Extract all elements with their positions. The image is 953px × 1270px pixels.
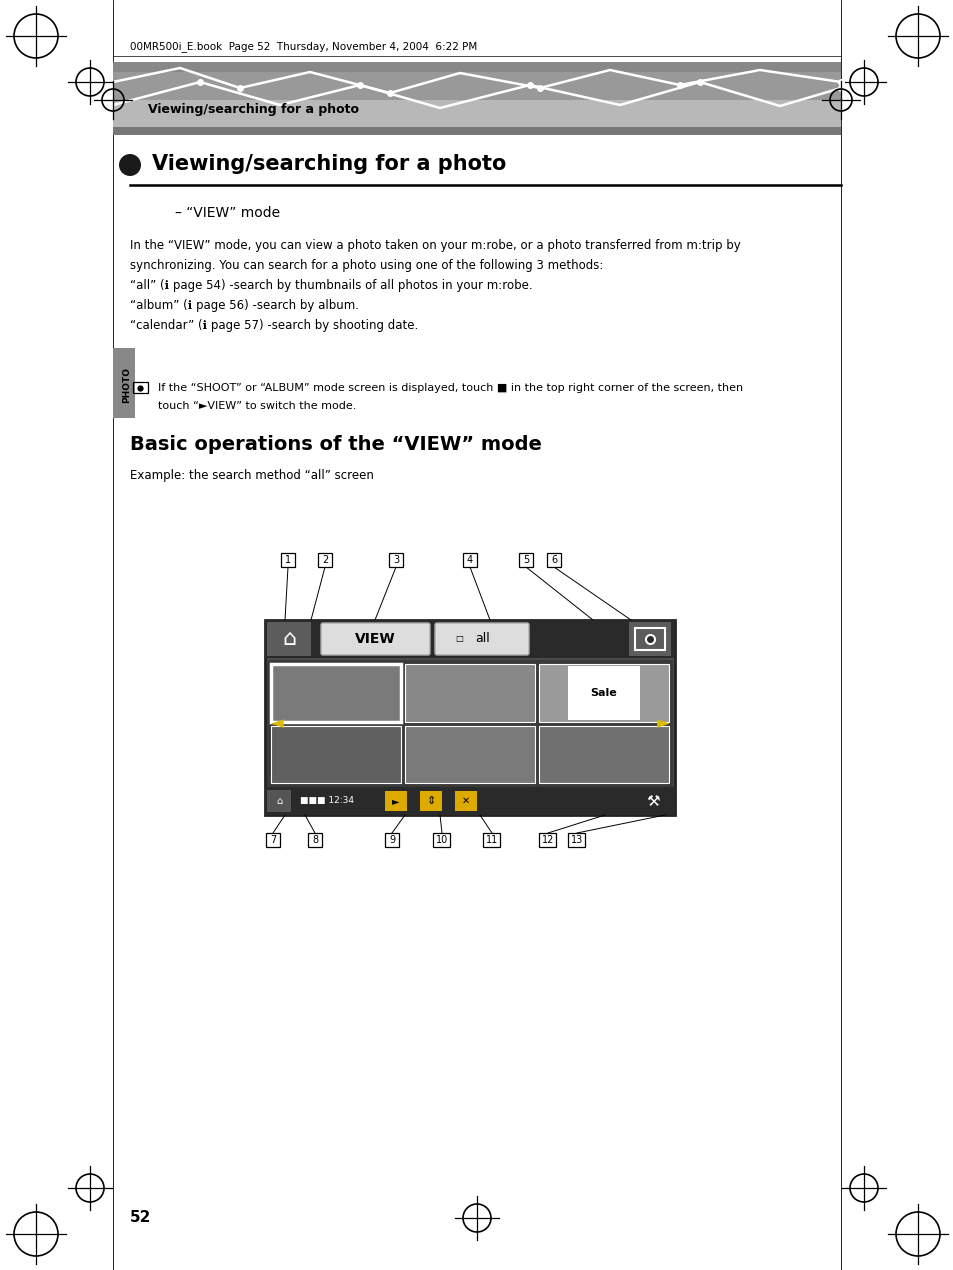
Text: 9: 9: [389, 834, 395, 845]
Bar: [385, 791, 407, 812]
Text: 10: 10: [436, 834, 448, 845]
FancyBboxPatch shape: [568, 833, 585, 847]
FancyBboxPatch shape: [539, 833, 556, 847]
Bar: [405, 664, 535, 721]
Text: ◄: ◄: [271, 715, 283, 733]
Text: Sale: Sale: [590, 688, 617, 697]
Text: 2: 2: [321, 555, 328, 565]
FancyBboxPatch shape: [308, 833, 322, 847]
Circle shape: [119, 154, 141, 177]
Text: VIEW: VIEW: [355, 632, 395, 646]
Text: Example: the search method “all” screen: Example: the search method “all” screen: [130, 469, 374, 481]
Bar: [271, 664, 400, 721]
FancyBboxPatch shape: [112, 348, 135, 418]
FancyBboxPatch shape: [483, 833, 500, 847]
FancyBboxPatch shape: [389, 552, 402, 566]
Bar: [538, 664, 668, 721]
Text: In the “VIEW” mode, you can view a photo taken on your m:robe, or a photo transf: In the “VIEW” mode, you can view a photo…: [130, 239, 740, 251]
FancyBboxPatch shape: [281, 552, 294, 566]
Text: 11: 11: [485, 834, 497, 845]
Bar: [267, 790, 291, 812]
Text: 52: 52: [130, 1210, 152, 1226]
Bar: [635, 627, 664, 650]
FancyBboxPatch shape: [435, 624, 529, 655]
Text: – “VIEW” mode: – “VIEW” mode: [174, 206, 280, 220]
Text: 13: 13: [570, 834, 582, 845]
Text: “album” (ℹ page 56) -search by album.: “album” (ℹ page 56) -search by album.: [130, 298, 358, 311]
Bar: [265, 620, 675, 658]
Text: touch “►VIEW” to switch the mode.: touch “►VIEW” to switch the mode.: [158, 401, 356, 411]
Text: Basic operations of the “VIEW” mode: Basic operations of the “VIEW” mode: [130, 436, 541, 455]
FancyBboxPatch shape: [266, 833, 280, 847]
Text: “all” (ℹ page 54) -search by thumbnails of all photos in your m:robe.: “all” (ℹ page 54) -search by thumbnails …: [130, 278, 532, 292]
Text: ■■■ 12:34: ■■■ 12:34: [299, 796, 354, 805]
Bar: [112, 127, 841, 135]
FancyBboxPatch shape: [462, 552, 476, 566]
Text: 5: 5: [522, 555, 529, 565]
Text: ⚒: ⚒: [645, 794, 659, 809]
Bar: [265, 787, 675, 815]
Bar: [112, 72, 841, 100]
Text: 4: 4: [466, 555, 473, 565]
Text: ⇕: ⇕: [426, 796, 436, 806]
Text: ⌂: ⌂: [275, 796, 282, 806]
FancyBboxPatch shape: [546, 552, 560, 566]
Text: 8: 8: [312, 834, 317, 845]
Bar: [271, 725, 400, 784]
FancyBboxPatch shape: [320, 624, 430, 655]
Bar: [405, 725, 535, 784]
Bar: [538, 725, 668, 784]
Bar: [112, 62, 841, 72]
Bar: [112, 72, 841, 127]
Text: 3: 3: [393, 555, 398, 565]
FancyBboxPatch shape: [518, 552, 533, 566]
Bar: [265, 620, 675, 815]
Text: 12: 12: [541, 834, 554, 845]
Text: synchronizing. You can search for a photo using one of the following 3 methods:: synchronizing. You can search for a phot…: [130, 259, 602, 272]
Text: □: □: [455, 635, 462, 644]
Text: Viewing/searching for a photo: Viewing/searching for a photo: [152, 154, 506, 174]
Bar: [455, 791, 476, 812]
FancyBboxPatch shape: [433, 833, 450, 847]
FancyBboxPatch shape: [317, 552, 332, 566]
Text: If the “SHOOT” or “ALBUM” mode screen is displayed, touch ■ in the top right cor: If the “SHOOT” or “ALBUM” mode screen is…: [158, 384, 742, 392]
Text: ►: ►: [392, 796, 399, 806]
Bar: [628, 622, 670, 657]
Text: ⌂: ⌂: [282, 629, 295, 649]
Text: ►: ►: [656, 715, 669, 733]
Text: 6: 6: [551, 555, 557, 565]
Text: 00MR500i_E.book  Page 52  Thursday, November 4, 2004  6:22 PM: 00MR500i_E.book Page 52 Thursday, Novemb…: [130, 42, 476, 52]
Text: all: all: [476, 632, 490, 645]
Text: “calendar” (ℹ page 57) -search by shooting date.: “calendar” (ℹ page 57) -search by shooti…: [130, 319, 417, 331]
Bar: [271, 664, 400, 721]
Bar: [267, 660, 672, 787]
Text: ✕: ✕: [461, 796, 470, 806]
Text: 1: 1: [285, 555, 291, 565]
Text: Viewing/searching for a photo: Viewing/searching for a photo: [148, 103, 358, 117]
FancyBboxPatch shape: [385, 833, 398, 847]
Bar: [419, 791, 441, 812]
Bar: [132, 382, 148, 392]
Bar: [267, 622, 311, 657]
Text: 7: 7: [270, 834, 275, 845]
Text: PHOTO: PHOTO: [122, 367, 131, 403]
